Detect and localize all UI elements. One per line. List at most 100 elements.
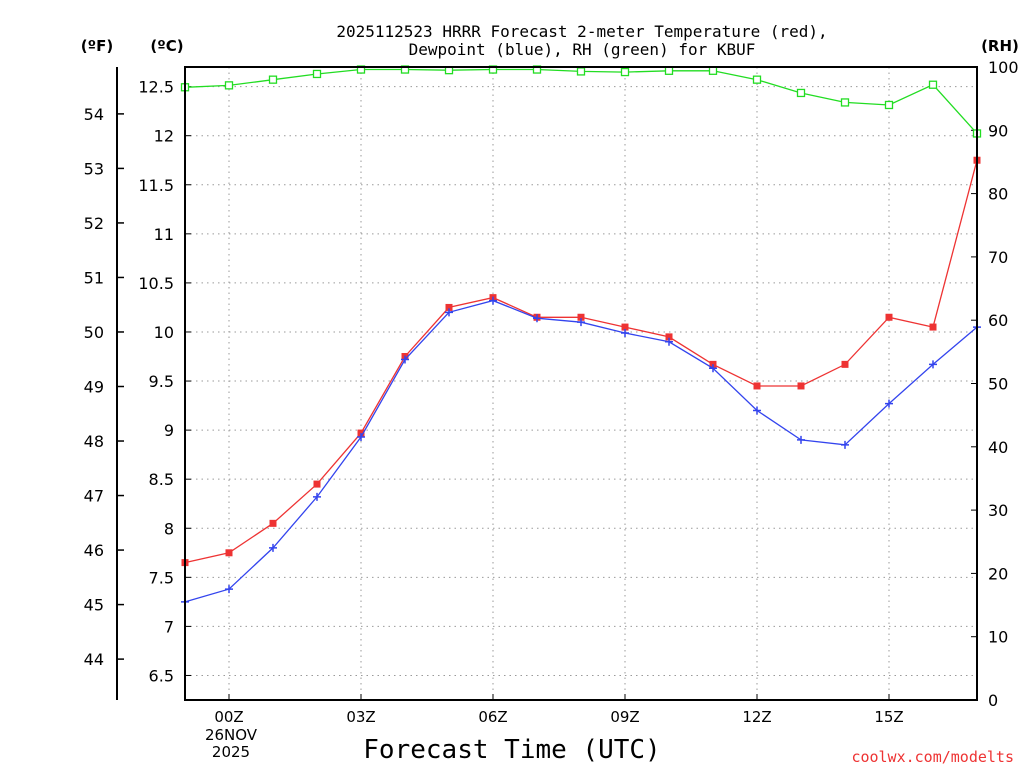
dewpoint-point — [753, 406, 761, 415]
dewpoint-point — [401, 355, 409, 364]
celsius-tick-label: 9.5 — [149, 372, 174, 391]
dewpoint-point — [709, 364, 717, 373]
rh-tick-label: 70 — [988, 248, 1008, 267]
temperature-series — [181, 156, 981, 567]
celsius-unit-label: (ºC) — [150, 37, 183, 55]
rh-point — [576, 67, 586, 76]
dewpoint-point — [841, 440, 849, 449]
celsius-tick-label: 12.5 — [138, 78, 174, 97]
rh-tick-label: 30 — [988, 501, 1008, 520]
temperature-point — [445, 303, 453, 311]
fahrenheit-tick-label: 46 — [84, 541, 104, 560]
dewpoint-point — [445, 308, 453, 317]
dewpoint-point — [665, 337, 673, 346]
dewpoint-point — [313, 492, 321, 501]
fahrenheit-tick-label: 53 — [84, 159, 104, 178]
temperature-line — [184, 160, 978, 564]
chart-title-line1: 2025112523 HRRR Forecast 2-meter Tempera… — [336, 22, 827, 41]
chart-title-line2: Dewpoint (blue), RH (green) for KBUF — [409, 40, 756, 59]
fahrenheit-tick-label: 51 — [84, 268, 104, 287]
dewpoint-point — [797, 435, 805, 444]
temperature-point — [577, 313, 585, 321]
dewpoint-point — [357, 432, 365, 441]
grid-lines — [185, 67, 977, 700]
temperature-point — [929, 323, 937, 331]
x-axis-title: Forecast Time (UTC) — [363, 735, 660, 765]
dewpoint-point — [225, 585, 233, 594]
fahrenheit-tick-label: 48 — [84, 432, 104, 451]
temperature-point — [665, 333, 673, 341]
rh-line — [184, 68, 978, 134]
fahrenheit-tick-label: 49 — [84, 377, 104, 396]
rh-series — [180, 65, 982, 138]
data-series — [180, 65, 982, 606]
celsius-tick-label: 6.5 — [149, 666, 174, 685]
fahrenheit-tick-label: 54 — [84, 105, 104, 124]
rh-unit-label: (RH) — [981, 37, 1019, 55]
celsius-axis: 6.5 7 7.5 8 8.5 9 9.5 10 10.5 11 11.5 12 12.5 — [138, 78, 191, 685]
celsius-tick-label: 7.5 — [149, 568, 174, 587]
celsius-tick-label: 11 — [154, 225, 174, 244]
temperature-point — [753, 382, 761, 390]
plot-frame — [184, 66, 978, 701]
temperature-point — [225, 549, 233, 557]
time-tick-label: 09Z — [610, 708, 639, 726]
rh-point — [708, 66, 718, 75]
time-tick-label: 12Z — [742, 708, 771, 726]
dewpoint-point — [621, 328, 629, 337]
dewpoint-point — [929, 360, 937, 369]
rh-point — [268, 75, 278, 84]
fahrenheit-tick-label: 44 — [84, 650, 104, 669]
celsius-tick-label: 7 — [164, 617, 174, 636]
rh-tick-label: 80 — [988, 185, 1008, 204]
date-label-year: 2025 — [212, 743, 250, 761]
celsius-tick-label: 8.5 — [149, 470, 174, 489]
dewpoint-point — [885, 399, 893, 408]
rh-tick-label: 60 — [988, 311, 1008, 330]
dewpoint-point — [489, 296, 497, 305]
rh-point — [312, 69, 322, 79]
temperature-point — [313, 480, 321, 488]
fahrenheit-tick-label: 52 — [84, 214, 104, 233]
rh-axis: 0 10 20 30 40 50 60 70 80 90 100 — [971, 58, 1019, 710]
dewpoint-series — [181, 296, 981, 606]
time-tick-label: 06Z — [478, 708, 507, 726]
watermark: coolwx.com/modelts — [851, 748, 1014, 766]
time-tick-label: 00Z — [214, 708, 243, 726]
dewpoint-point — [533, 314, 541, 323]
dewpoint-point — [269, 543, 277, 552]
temperature-point — [885, 313, 893, 321]
rh-point — [664, 66, 674, 75]
celsius-tick-label: 8 — [164, 519, 174, 538]
time-axis: 00Z 03Z 06Z 09Z 12Z 15Z — [214, 694, 904, 726]
fahrenheit-tick-label: 45 — [84, 596, 104, 615]
rh-tick-label: 20 — [988, 564, 1008, 583]
time-tick-label: 03Z — [346, 708, 375, 726]
celsius-tick-label: 12 — [154, 127, 174, 146]
temperature-point — [797, 382, 805, 390]
date-label-day: 26NOV — [205, 726, 258, 744]
fahrenheit-axis: 44 45 46 47 48 49 50 51 52 53 54 — [84, 105, 124, 669]
celsius-tick-label: 10 — [154, 323, 174, 342]
fahrenheit-tick-label: 50 — [84, 323, 104, 342]
rh-point — [928, 80, 938, 89]
rh-point — [620, 67, 630, 77]
rh-tick-label: 10 — [988, 628, 1008, 647]
rh-tick-label: 40 — [988, 438, 1008, 457]
celsius-tick-label: 11.5 — [138, 176, 174, 195]
temperature-point — [621, 323, 629, 331]
rh-tick-label: 50 — [988, 375, 1008, 394]
fahrenheit-unit-label: (ºF) — [81, 37, 113, 55]
time-tick-label: 15Z — [874, 708, 903, 726]
temperature-point — [269, 519, 277, 527]
dewpoint-line — [184, 299, 978, 603]
rh-point — [752, 75, 762, 84]
celsius-tick-label: 10.5 — [138, 274, 174, 293]
rh-point — [884, 100, 894, 110]
rh-tick-label: 0 — [988, 691, 998, 710]
rh-point — [224, 81, 234, 90]
temperature-point — [841, 360, 849, 368]
fahrenheit-tick-label: 47 — [84, 487, 104, 506]
rh-point — [840, 98, 850, 107]
